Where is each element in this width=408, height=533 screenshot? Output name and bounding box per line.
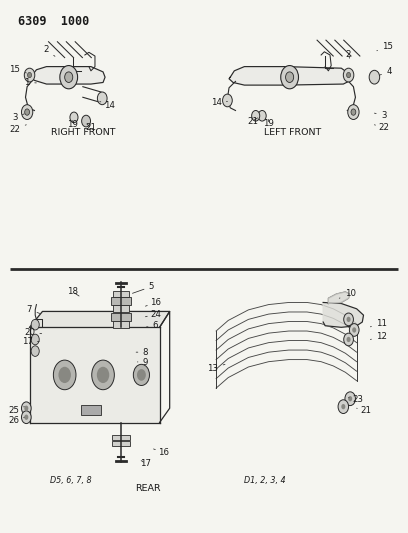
Circle shape	[27, 72, 31, 78]
Circle shape	[31, 346, 39, 357]
Circle shape	[352, 327, 356, 333]
Circle shape	[351, 109, 356, 115]
Polygon shape	[29, 311, 170, 327]
Text: RIGHT FRONT: RIGHT FRONT	[51, 128, 115, 138]
Text: 21: 21	[85, 124, 96, 132]
Text: 19: 19	[263, 119, 274, 128]
Text: 2: 2	[44, 45, 55, 56]
Text: 16: 16	[153, 448, 169, 457]
Circle shape	[344, 333, 353, 346]
Circle shape	[223, 94, 232, 107]
Text: 16: 16	[145, 298, 161, 307]
Text: 6: 6	[146, 321, 158, 330]
Polygon shape	[29, 327, 160, 423]
Circle shape	[349, 324, 359, 336]
Bar	[81, 405, 101, 415]
Text: 23: 23	[348, 395, 363, 404]
Text: 4: 4	[380, 67, 392, 76]
Text: 18: 18	[67, 287, 79, 296]
Text: 17: 17	[140, 459, 151, 468]
Circle shape	[345, 392, 355, 406]
Text: 14: 14	[100, 101, 115, 110]
Text: 10: 10	[339, 289, 356, 298]
Text: 2: 2	[346, 51, 351, 60]
Circle shape	[258, 110, 266, 121]
Circle shape	[348, 104, 359, 119]
Text: 13: 13	[207, 364, 225, 373]
Circle shape	[252, 110, 260, 121]
Text: 22: 22	[375, 124, 389, 132]
Circle shape	[24, 415, 28, 420]
Circle shape	[53, 360, 76, 390]
Text: 7: 7	[27, 305, 40, 314]
Bar	[113, 305, 129, 312]
Text: 17: 17	[22, 337, 39, 346]
Circle shape	[286, 72, 294, 83]
Bar	[113, 290, 129, 297]
Text: D5, 6, 7, 8: D5, 6, 7, 8	[50, 477, 91, 486]
Text: 6309  1000: 6309 1000	[18, 15, 89, 28]
Text: 25: 25	[8, 406, 24, 415]
Circle shape	[22, 104, 33, 119]
Text: 15: 15	[377, 42, 393, 51]
Text: 3: 3	[375, 111, 386, 120]
Circle shape	[22, 402, 31, 415]
Text: 12: 12	[370, 332, 387, 341]
Circle shape	[137, 369, 146, 381]
Circle shape	[31, 319, 39, 330]
Circle shape	[97, 367, 109, 383]
Circle shape	[92, 360, 114, 390]
Circle shape	[24, 406, 28, 411]
Circle shape	[348, 396, 352, 401]
Circle shape	[133, 365, 149, 385]
Text: 8: 8	[136, 348, 148, 357]
Circle shape	[344, 313, 353, 326]
Circle shape	[346, 72, 350, 78]
Text: 9: 9	[137, 358, 148, 367]
Polygon shape	[30, 67, 105, 84]
Circle shape	[369, 70, 380, 84]
Bar	[113, 321, 129, 328]
Circle shape	[22, 411, 31, 424]
Circle shape	[58, 367, 71, 383]
Text: 24: 24	[145, 310, 161, 319]
Circle shape	[65, 72, 73, 83]
Circle shape	[60, 66, 78, 89]
Circle shape	[338, 400, 348, 414]
Circle shape	[31, 334, 39, 345]
Circle shape	[24, 68, 35, 82]
Polygon shape	[323, 302, 364, 327]
Polygon shape	[229, 67, 348, 85]
Text: 21: 21	[357, 406, 371, 415]
Circle shape	[82, 115, 91, 127]
Text: 26: 26	[8, 416, 24, 425]
Text: 20: 20	[24, 328, 42, 337]
Text: 22: 22	[9, 125, 26, 133]
Circle shape	[281, 66, 299, 89]
Text: D1, 2, 3, 4: D1, 2, 3, 4	[244, 477, 285, 486]
Bar	[111, 313, 131, 321]
Text: 15: 15	[9, 65, 27, 74]
Circle shape	[98, 92, 107, 104]
Text: 3: 3	[12, 113, 24, 122]
Circle shape	[70, 112, 78, 123]
Bar	[112, 441, 130, 446]
Circle shape	[341, 404, 345, 409]
Bar	[112, 435, 130, 440]
Circle shape	[343, 68, 354, 82]
Text: 19: 19	[67, 120, 78, 130]
Bar	[111, 297, 131, 305]
Text: REAR: REAR	[135, 484, 160, 493]
Text: 11: 11	[370, 319, 387, 328]
Text: 21: 21	[247, 117, 258, 126]
Circle shape	[346, 337, 350, 342]
Polygon shape	[328, 292, 349, 303]
Text: LEFT FRONT: LEFT FRONT	[264, 128, 322, 138]
Text: 14: 14	[211, 98, 227, 107]
Circle shape	[346, 317, 350, 322]
Text: 5: 5	[133, 282, 154, 293]
Circle shape	[25, 109, 29, 115]
Text: 1: 1	[24, 78, 36, 87]
